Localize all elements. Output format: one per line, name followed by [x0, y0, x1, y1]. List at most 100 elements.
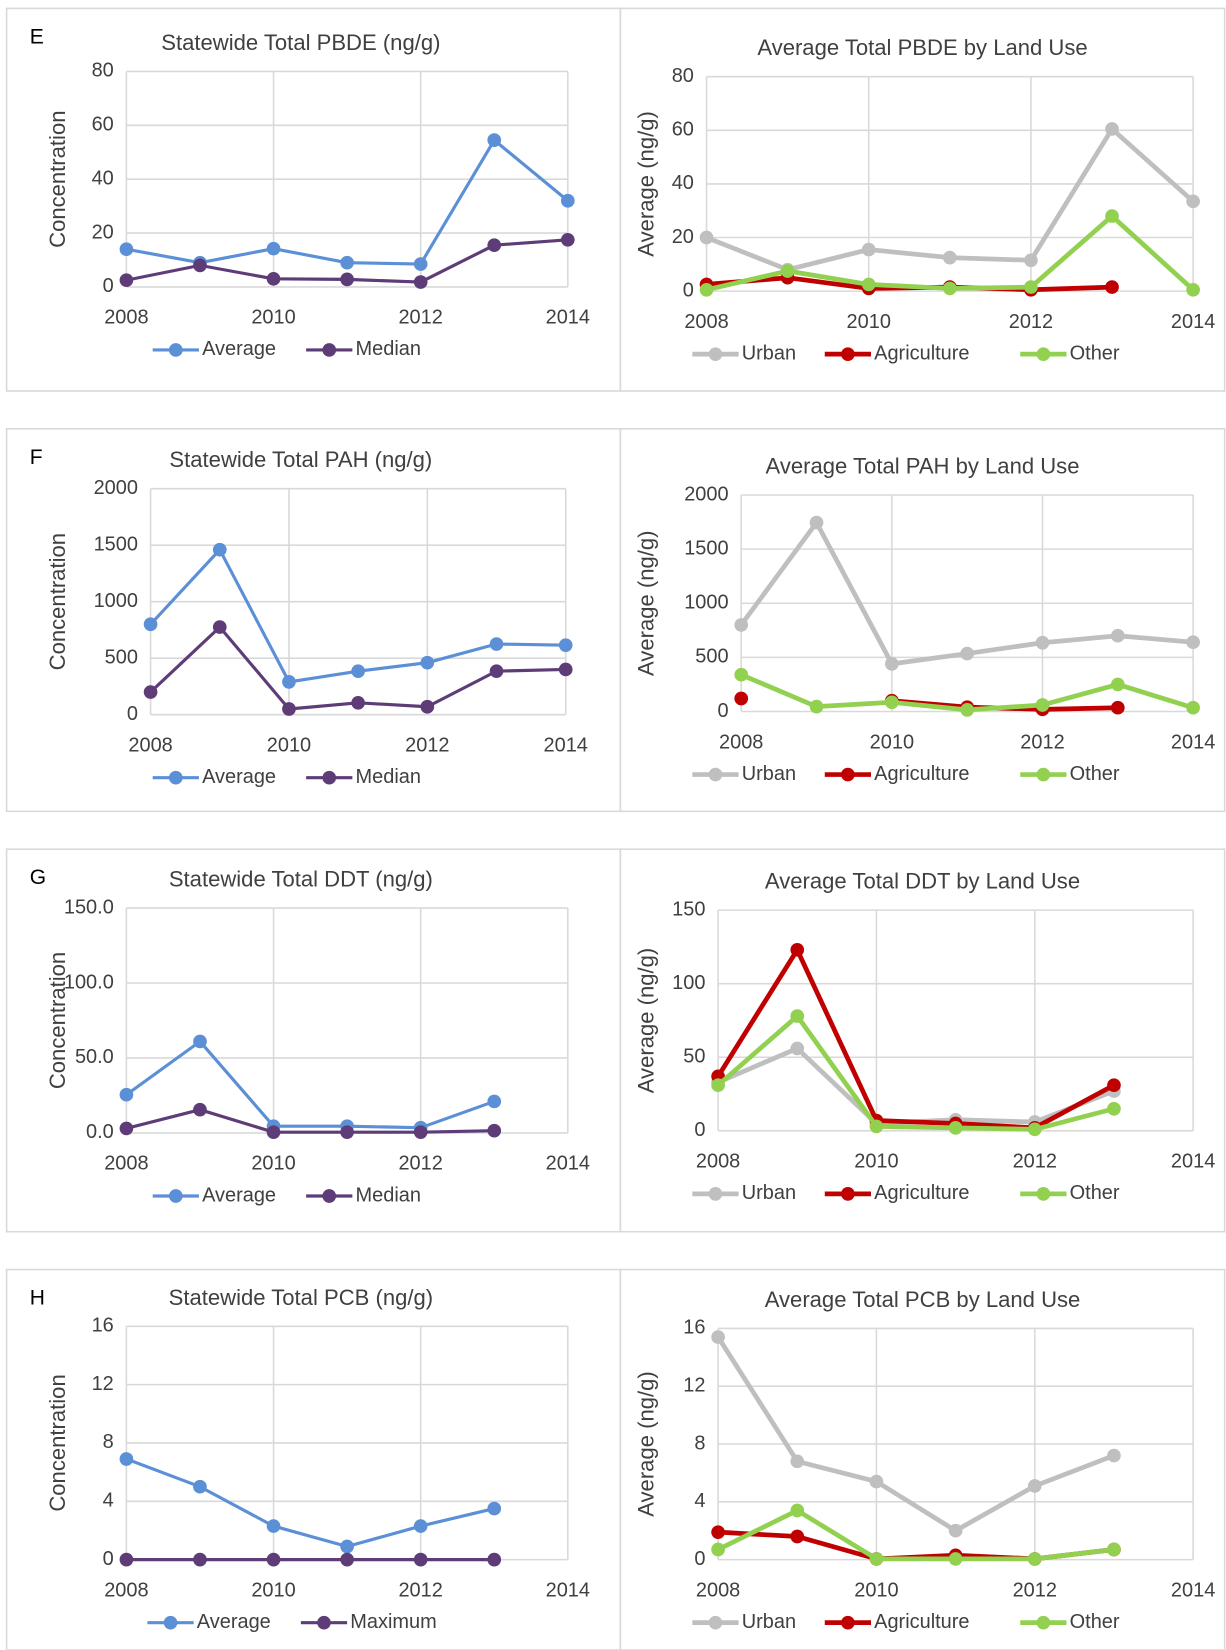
y-tick-label: 12: [683, 1374, 705, 1396]
data-point: [340, 1125, 354, 1140]
data-point: [1186, 194, 1200, 209]
legend-label: Maximum: [350, 1611, 436, 1633]
y-axis-label: Concentration: [45, 1374, 70, 1511]
x-tick-label: 2012: [1013, 1151, 1057, 1173]
data-point: [266, 1552, 281, 1567]
data-point: [1024, 253, 1038, 268]
x-tick-label: 2008: [104, 307, 148, 329]
y-tick-label: 0: [694, 1119, 705, 1141]
data-point: [351, 664, 365, 678]
legend-marker: [317, 1615, 331, 1630]
data-point: [1035, 635, 1050, 650]
x-tick-label: 2008: [104, 1153, 148, 1175]
y-tick-label: 16: [683, 1317, 705, 1339]
data-point: [340, 272, 354, 287]
x-tick-label: 2014: [544, 734, 588, 756]
data-point: [861, 242, 876, 257]
data-point: [790, 1041, 805, 1056]
panel-border: [619, 428, 1226, 813]
data-point: [119, 1452, 134, 1466]
legend-label: Average: [202, 1184, 276, 1206]
data-point: [885, 695, 899, 710]
y-tick-label: 20: [672, 226, 694, 248]
chart: Average Total PCB by Land Use Average (ng…: [619, 1268, 1226, 1650]
data-point: [1107, 1448, 1121, 1463]
data-point: [487, 133, 502, 147]
y-tick-label: 80: [92, 60, 114, 82]
chart-title: Statewide Total DDT (ng/g): [169, 867, 433, 892]
data-point: [143, 617, 158, 632]
x-tick-label: 2008: [128, 734, 172, 756]
data-point: [558, 638, 573, 652]
data-point: [487, 1501, 502, 1516]
legend-label: Other: [1070, 1611, 1120, 1633]
data-point: [487, 1123, 502, 1138]
y-axis-label: Average (ng/g): [634, 111, 659, 257]
data-point: [1027, 1122, 1042, 1137]
y-tick-label: 80: [672, 65, 694, 87]
data-point: [1105, 209, 1119, 223]
y-tick-label: 100.0: [64, 971, 114, 993]
y-tick-label: 150.0: [64, 896, 114, 918]
data-point: [699, 230, 714, 245]
y-tick-label: 0: [717, 700, 728, 722]
series-line: [125, 1039, 495, 1130]
x-tick-label: 2012: [1013, 1579, 1057, 1601]
y-axis-label: Concentration: [45, 952, 70, 1089]
legend-label: Average: [202, 338, 276, 360]
data-point: [790, 943, 805, 957]
x-tick-label: 2012: [1009, 311, 1053, 333]
x-tick-label: 2010: [870, 731, 914, 753]
y-tick-label: 8: [103, 1431, 114, 1453]
data-point: [413, 257, 428, 271]
data-point: [119, 273, 134, 288]
y-axis-label: Average (ng/g): [634, 530, 659, 676]
data-point: [1105, 280, 1119, 294]
data-point: [869, 1474, 884, 1489]
data-point: [809, 515, 824, 530]
x-tick-label: 2010: [267, 734, 311, 756]
legend-marker: [841, 347, 855, 362]
data-point: [413, 1125, 428, 1140]
panel-border: [619, 848, 1226, 1233]
y-tick-label: 0.0: [86, 1121, 114, 1143]
chart: Average Total PBDE by Land Use Average (n…: [619, 7, 1226, 392]
x-tick-label: 2010: [854, 1151, 898, 1173]
legend-marker: [168, 1189, 183, 1203]
data-point: [340, 1552, 354, 1567]
chart: F Statewide Total PAH (ng/g) Concentration…: [5, 428, 622, 813]
y-tick-label: 50: [683, 1046, 705, 1068]
legend-label: Other: [1070, 1182, 1120, 1204]
y-tick-label: 0: [683, 279, 694, 301]
data-point: [1105, 122, 1119, 136]
x-tick-label: 2014: [546, 1579, 590, 1601]
y-tick-label: 16: [92, 1315, 114, 1337]
series-line: [717, 1508, 1115, 1562]
y-tick-label: 1500: [94, 533, 138, 555]
chart-title: Average Total PBDE by Land Use: [757, 35, 1087, 60]
data-point: [489, 664, 504, 678]
x-tick-label: 2014: [1171, 731, 1215, 753]
y-tick-label: 4: [103, 1490, 114, 1512]
legend-label: Other: [1070, 342, 1120, 364]
data-point: [943, 281, 957, 296]
legend-marker: [1036, 1187, 1051, 1201]
legend-label: Urban: [742, 763, 796, 785]
chart-title: Statewide Total PCB (ng/g): [169, 1285, 433, 1310]
data-point: [948, 1121, 963, 1135]
chart-title: Statewide Total PBDE (ng/g): [161, 30, 440, 55]
data-point: [489, 637, 504, 651]
data-point: [560, 232, 575, 247]
x-tick-label: 2014: [546, 307, 590, 329]
series-line: [739, 520, 1194, 667]
y-tick-label: 0: [103, 275, 114, 297]
y-axis-label: Average (ng/g): [634, 1371, 659, 1517]
y-tick-label: 2000: [684, 483, 728, 505]
panel-letter: E: [30, 25, 44, 48]
panel-border: [619, 7, 1226, 392]
data-point: [119, 1121, 134, 1136]
data-point: [1024, 280, 1038, 294]
data-point: [1110, 677, 1125, 692]
y-tick-label: 8: [694, 1432, 705, 1454]
